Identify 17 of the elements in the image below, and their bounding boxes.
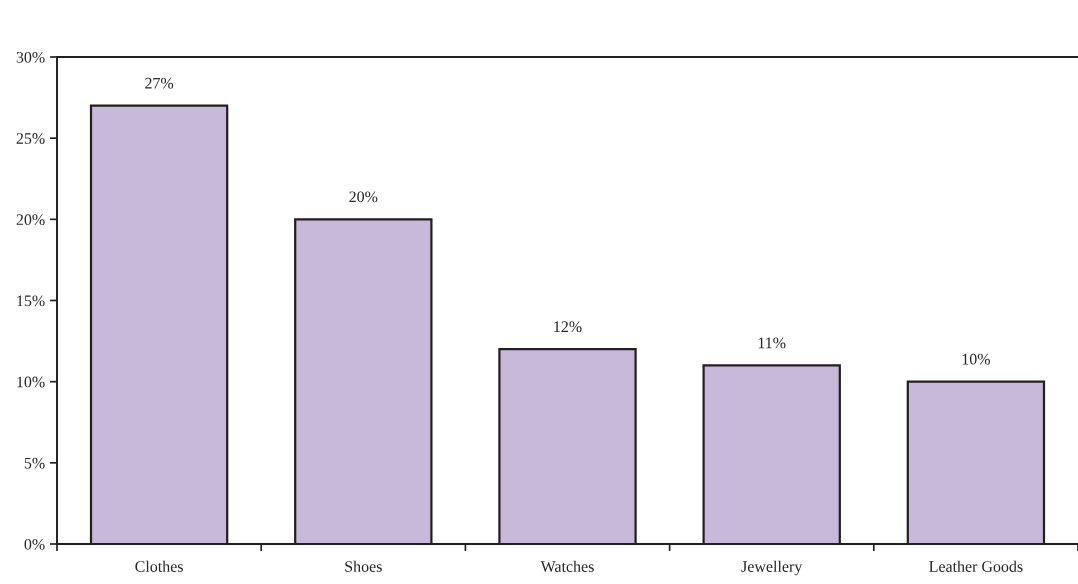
data-label: 27% (145, 77, 174, 89)
x-tick-label: Jewellery (741, 560, 803, 576)
x-tick-label: Clothes (135, 560, 183, 572)
y-tick-label: 0% (24, 538, 45, 550)
y-tick-label: 25% (16, 133, 45, 144)
y-tick-label: 10% (17, 376, 45, 388)
data-label: 11% (758, 337, 786, 349)
y-tick-label: 20% (16, 214, 45, 226)
x-tick-label: Watches (540, 560, 594, 572)
y-tick-label: 15% (17, 295, 45, 307)
data-label: 12% (554, 321, 582, 333)
y-tick-label: 5% (24, 457, 45, 469)
y-tick-label: 30% (16, 51, 45, 63)
x-tick-label: Leather Goods (929, 560, 1023, 572)
x-tick-label: Shoes (345, 560, 382, 572)
data-label: 10% (962, 353, 990, 365)
data-label: 20% (349, 191, 378, 203)
